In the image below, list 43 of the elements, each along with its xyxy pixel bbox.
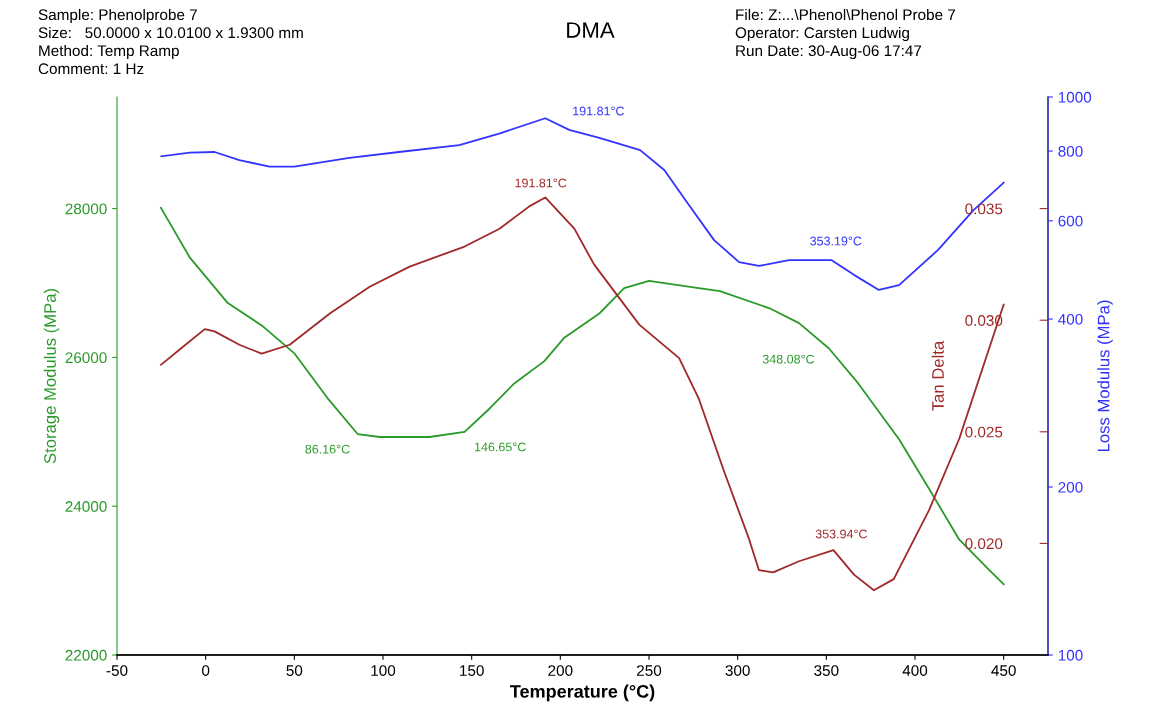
y-tick-label: 26000	[65, 352, 107, 364]
x-tick-label: 0	[202, 665, 210, 676]
text: Operator: Carsten Ludwig	[735, 26, 909, 42]
y2-axis-title: Loss Modulus (MPa)	[1097, 300, 1113, 452]
y2-tick-label: 800	[1058, 145, 1083, 157]
x-tick-label: 450	[991, 665, 1016, 676]
annotation: 146.65°C	[475, 442, 526, 452]
x-tick-label: 350	[814, 665, 839, 676]
text: Size: 50.0000 x 10.0100 x 1.9300 mm	[38, 26, 303, 39]
x-tick-label: 250	[637, 665, 662, 676]
y-tick-label: 22000	[65, 649, 107, 661]
y-tick-label: 28000	[65, 203, 107, 215]
y2-tick-label: 400	[1058, 313, 1083, 325]
chart-title: DMA	[567, 22, 615, 38]
x-tick-label: 150	[460, 665, 484, 676]
text: Method: Temp Ramp	[39, 44, 179, 60]
y2-tick-label: 600	[1058, 215, 1083, 227]
x-tick-label: 200	[548, 665, 573, 676]
y-tick-label: 24000	[65, 501, 107, 512]
annotation: 348.08°C	[762, 354, 815, 364]
y3-axis-title: Tan Delta	[931, 340, 944, 411]
x-tick-label: 400	[902, 665, 928, 676]
x-tick-label: 50	[286, 665, 303, 676]
text: Run Date: 30-Aug-06 17:47	[736, 45, 922, 60]
annotation: 191.81°C	[515, 178, 567, 188]
y2-tick-label: 1000	[1058, 91, 1092, 103]
line-series	[160, 117, 1005, 291]
annotation: 353.94°C	[815, 529, 868, 539]
y3-tick-label: 0.025	[965, 426, 1003, 438]
x-tick-label: -50	[106, 665, 128, 676]
annotation: 353.19°C	[810, 236, 862, 246]
x-tick-label: 100	[371, 665, 396, 676]
y3-tick-label: 0.020	[965, 538, 1003, 550]
x-tick-label: 300	[725, 665, 750, 676]
x-axis-title: Temperature (°C)	[510, 684, 655, 702]
text: Comment: 1 Hz	[38, 63, 144, 75]
annotation: 86.16°C	[305, 444, 350, 454]
text: Sample: Phenolprobe 7	[38, 8, 197, 24]
y2-tick-label: 100	[1058, 649, 1083, 661]
text: File: Z:...\Phenol\Phenol Probe 7	[736, 8, 956, 21]
y-axis-title: Storage Modulus (MPa)	[43, 289, 60, 464]
y2-tick-label: 200	[1058, 481, 1083, 493]
annotation: 191.81°C	[573, 106, 625, 116]
